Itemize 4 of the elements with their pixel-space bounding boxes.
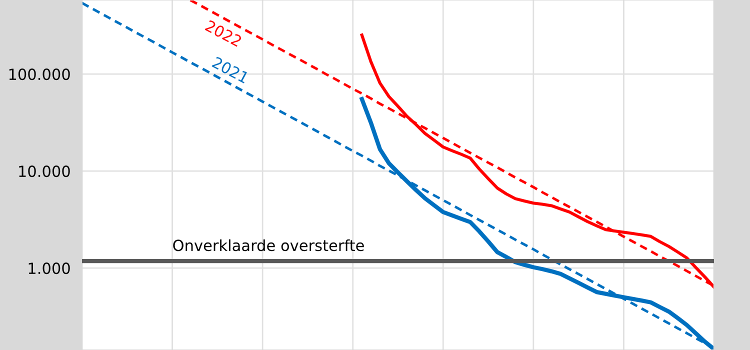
y-tick-label: 10.000: [19, 166, 70, 178]
ref-line-label: Onverklaarde oversterfte: [173, 239, 364, 252]
y-tick-label: 1.000: [28, 262, 70, 274]
y-tick-label: 100.000: [9, 68, 70, 80]
